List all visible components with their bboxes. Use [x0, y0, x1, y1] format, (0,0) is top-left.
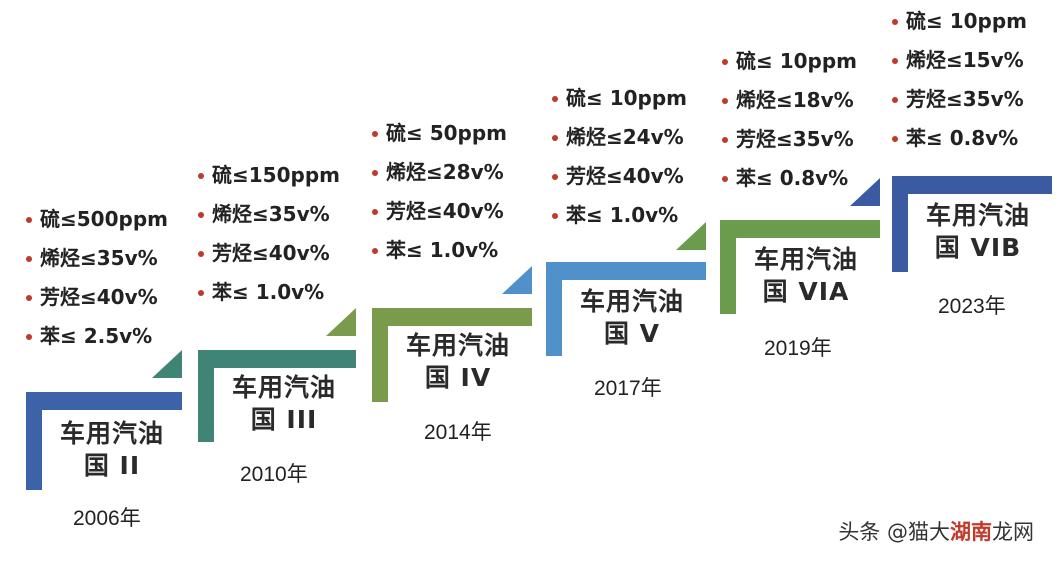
stage-1-year: 2006年	[73, 507, 141, 530]
step-3-top-bar	[372, 308, 532, 326]
spec-item: 烯烃≤15v%	[892, 41, 1027, 80]
stage-2-label: 车用汽油 国 III	[231, 373, 336, 434]
step-1-side-bar	[26, 392, 42, 490]
stage-1-specs: 硫≤500ppm 烯烃≤35v% 芳烃≤40v% 苯≤ 2.5v%	[26, 200, 168, 356]
spec-item: 芳烃≤40v%	[198, 234, 340, 273]
spec-item: 烯烃≤35v%	[198, 195, 340, 234]
bullet-icon	[26, 333, 32, 340]
spec-item: 硫≤ 50ppm	[372, 114, 507, 153]
bullet-icon	[372, 169, 378, 176]
step-3-side-bar	[372, 308, 388, 402]
bullet-icon	[552, 95, 558, 102]
step-5-side-bar	[720, 220, 736, 314]
stage-1-label: 车用汽油 国 II	[59, 419, 164, 480]
step-6-top-bar	[892, 176, 1052, 194]
stage-6-year: 2023年	[938, 295, 1006, 318]
stage-2-specs: 硫≤150ppm 烯烃≤35v% 芳烃≤40v% 苯≤ 1.0v%	[198, 156, 340, 312]
stage-4-label: 车用汽油 国 V	[579, 287, 684, 348]
spec-item: 硫≤ 10ppm	[892, 2, 1027, 41]
bullet-icon	[892, 57, 898, 64]
bullet-icon	[722, 97, 728, 104]
step-4-top-bar	[546, 262, 706, 280]
bullet-icon	[372, 130, 378, 137]
bullet-icon	[892, 18, 898, 25]
bullet-icon	[26, 255, 32, 262]
stage-5-label: 车用汽油 国 VIA	[753, 245, 858, 306]
stage-2-year: 2010年	[240, 463, 308, 486]
spec-item: 芳烃≤40v%	[552, 157, 687, 196]
stage-5-specs: 硫≤ 10ppm 烯烃≤18v% 芳烃≤35v% 苯≤ 0.8v%	[722, 42, 857, 198]
spec-item: 苯≤ 0.8v%	[892, 119, 1027, 158]
bullet-icon	[198, 289, 204, 296]
bullet-icon	[198, 211, 204, 218]
bullet-icon	[26, 294, 32, 301]
bullet-icon	[552, 173, 558, 180]
step-4-arrow-tip	[676, 222, 706, 250]
stage-4-specs: 硫≤ 10ppm 烯烃≤24v% 芳烃≤40v% 苯≤ 1.0v%	[552, 79, 687, 235]
spec-item: 硫≤ 10ppm	[552, 79, 687, 118]
stage-3-label: 车用汽油 国 IV	[405, 331, 510, 392]
spec-item: 烯烃≤18v%	[722, 81, 857, 120]
step-5-arrow-tip	[850, 178, 880, 206]
bullet-icon	[892, 96, 898, 103]
bullet-icon	[372, 208, 378, 215]
bullet-icon	[198, 172, 204, 179]
bullet-icon	[372, 247, 378, 254]
bullet-icon	[722, 175, 728, 182]
watermark: 头条 @猫大湖南龙网	[838, 520, 1034, 544]
spec-item: 苯≤ 0.8v%	[722, 159, 857, 198]
step-6-side-bar	[892, 176, 908, 272]
spec-item: 烯烃≤24v%	[552, 118, 687, 157]
stage-6-label: 车用汽油 国 VIB	[925, 201, 1030, 262]
spec-item: 苯≤ 1.0v%	[372, 231, 507, 270]
spec-item: 芳烃≤35v%	[722, 120, 857, 159]
bullet-icon	[892, 135, 898, 142]
stage-3-specs: 硫≤ 50ppm 烯烃≤28v% 芳烃≤40v% 苯≤ 1.0v%	[372, 114, 507, 270]
step-5-top-bar	[720, 220, 880, 238]
step-4-side-bar	[546, 262, 562, 356]
bullet-icon	[722, 136, 728, 143]
step-2-arrow-tip	[326, 308, 356, 336]
step-1-top-bar	[26, 392, 182, 410]
stage-3-year: 2014年	[424, 421, 492, 444]
spec-item: 烯烃≤28v%	[372, 153, 507, 192]
spec-item: 苯≤ 1.0v%	[552, 196, 687, 235]
step-1-arrow-tip	[152, 350, 182, 378]
spec-item: 芳烃≤35v%	[892, 80, 1027, 119]
spec-item: 硫≤500ppm	[26, 200, 168, 239]
spec-item: 苯≤ 2.5v%	[26, 317, 168, 356]
stage-5-year: 2019年	[764, 337, 832, 360]
bullet-icon	[552, 134, 558, 141]
bullet-icon	[26, 216, 32, 223]
spec-item: 硫≤150ppm	[198, 156, 340, 195]
spec-item: 烯烃≤35v%	[26, 239, 168, 278]
spec-item: 苯≤ 1.0v%	[198, 273, 340, 312]
step-3-arrow-tip	[502, 266, 532, 294]
spec-item: 硫≤ 10ppm	[722, 42, 857, 81]
stage-6-specs: 硫≤ 10ppm 烯烃≤15v% 芳烃≤35v% 苯≤ 0.8v%	[892, 2, 1027, 158]
bullet-icon	[552, 212, 558, 219]
spec-item: 芳烃≤40v%	[372, 192, 507, 231]
spec-item: 芳烃≤40v%	[26, 278, 168, 317]
stage-4-year: 2017年	[594, 377, 662, 400]
step-2-top-bar	[198, 350, 356, 368]
step-2-side-bar	[198, 350, 214, 442]
bullet-icon	[198, 250, 204, 257]
bullet-icon	[722, 58, 728, 65]
